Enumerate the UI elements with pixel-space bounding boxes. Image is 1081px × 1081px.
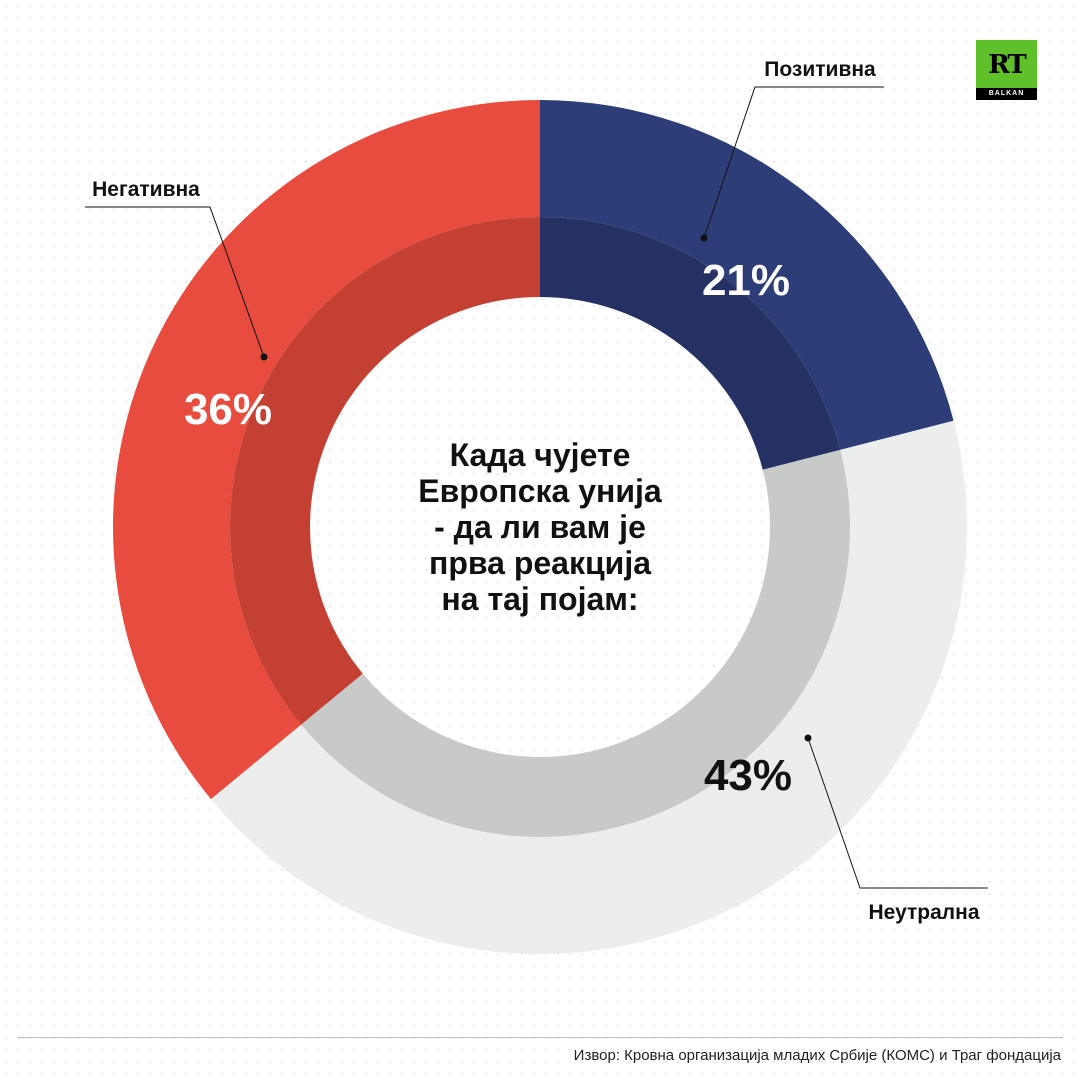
- footer-divider: [18, 1037, 1063, 1038]
- leader-negative: Негативна: [85, 178, 268, 361]
- slice-neutral: [210, 420, 967, 955]
- slice-band-negative: [230, 217, 540, 725]
- leader-neutral: Неутрална: [804, 734, 988, 924]
- title-line: на тај појам:: [441, 581, 638, 617]
- chart-title: Када чујете Европска унија - да ли вам ј…: [418, 437, 662, 617]
- title-line: - да ли вам је: [434, 509, 646, 545]
- legend-negative: Негативна: [92, 178, 200, 201]
- slice-positive: [540, 100, 954, 450]
- slice-negative: [112, 100, 540, 800]
- rt-balkan-logo: RT BALKAN: [976, 40, 1037, 100]
- legend-positive: Позитивна: [764, 58, 876, 81]
- data-label-positive: 21%: [702, 256, 790, 305]
- source-note: Извор: Кровна организација младих Србије…: [573, 1047, 1061, 1064]
- title-line: прва реакција: [429, 545, 651, 581]
- title-line: Када чујете: [450, 437, 631, 473]
- data-label-neutral: 43%: [704, 751, 792, 800]
- logo-text: RT: [988, 50, 1027, 80]
- leader-positive: Позитивна: [700, 58, 884, 242]
- legend-neutral: Неутрална: [869, 901, 980, 924]
- data-label-negative: 36%: [184, 385, 272, 434]
- slice-band-positive: [540, 217, 841, 470]
- slice-band-neutral: [301, 449, 851, 837]
- title-line: Европска унија: [418, 473, 662, 509]
- logo-sub: BALKAN: [976, 88, 1037, 100]
